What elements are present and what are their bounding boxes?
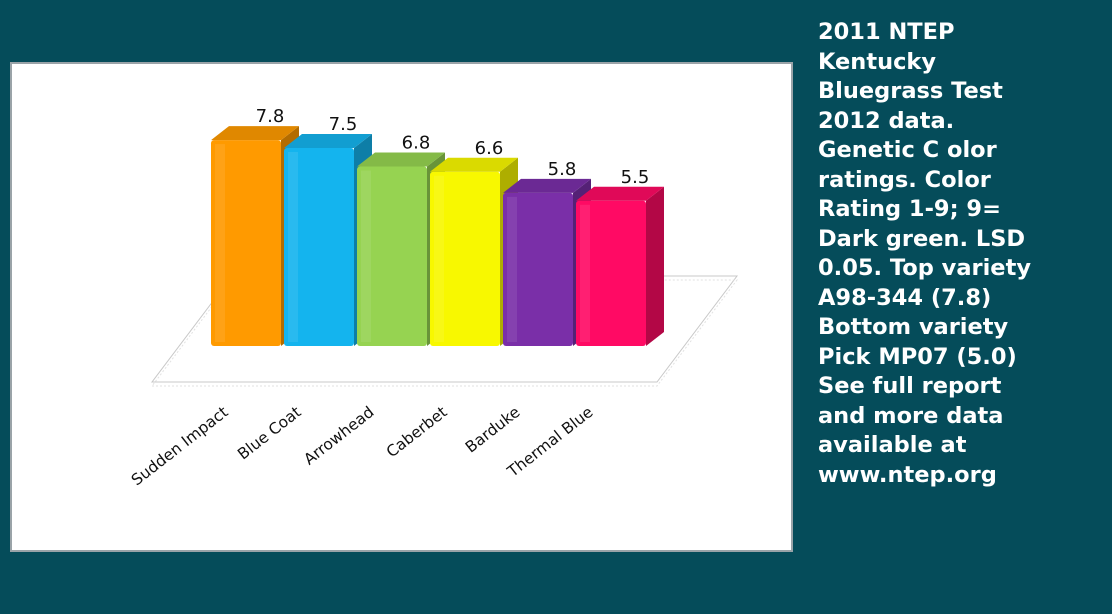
caption-line: See full report	[818, 373, 1002, 399]
bar-highlight	[288, 152, 298, 342]
caption-line: Dark green. LSD	[818, 225, 1026, 252]
caption-line: 0.05. Top variety	[818, 255, 1031, 281]
caption-line: ratings. Color	[818, 166, 991, 193]
value-label: 5.8	[548, 159, 577, 180]
caption-line: and more data	[818, 402, 1004, 429]
bar-top	[284, 134, 372, 148]
caption-line: Bottom variety	[818, 314, 1009, 340]
bar-front	[430, 171, 500, 346]
chart-floor	[150, 275, 739, 387]
value-label: 7.5	[329, 114, 358, 135]
bar-front	[357, 166, 427, 346]
caption-line: Genetic C olor	[818, 137, 997, 163]
floor-shadow	[150, 279, 739, 387]
bar-highlight	[215, 144, 225, 342]
caption-line: Bluegrass Test	[818, 78, 1003, 104]
chart-caption: 2011 NTEP Kentucky Bluegrass Test 2012 data…	[818, 18, 1108, 490]
chart-panel: 7.8 7.5 6.8 6.6 5.8 5.5 Sudden Impact Blue Coa…	[10, 62, 793, 552]
category-label: Sudden Impact	[128, 403, 231, 489]
bar-front	[211, 140, 281, 346]
chart-bars	[211, 126, 664, 346]
value-label: 6.8	[402, 132, 431, 153]
floor-outline	[150, 275, 739, 383]
bar-top	[430, 157, 518, 172]
bar-top	[357, 152, 445, 167]
caption-line: A98-344 (7.8)	[818, 284, 992, 311]
bar-highlight	[434, 175, 444, 342]
caption-line: Pick MP07 (5.0)	[818, 343, 1017, 370]
bar-front	[576, 200, 646, 346]
caption-line: www.ntep.org	[818, 461, 997, 488]
caption-line: 2012 data.	[818, 107, 955, 134]
category-label: Barduke	[462, 403, 523, 456]
category-label: Caberbet	[383, 403, 450, 461]
category-label: Arrowhead	[301, 403, 378, 469]
value-label: 5.5	[621, 167, 650, 188]
bar-chart: 7.8 7.5 6.8 6.6 5.8 5.5 Sudden Impact Blue Coa…	[128, 106, 739, 489]
value-label: 7.8	[256, 106, 285, 127]
bar-top	[503, 178, 591, 193]
bar-front	[503, 192, 573, 346]
bar-top	[211, 126, 299, 141]
value-label: 6.6	[475, 138, 504, 159]
value-labels: 7.8 7.5 6.8 6.6 5.8 5.5	[256, 106, 650, 188]
bar	[576, 186, 664, 346]
caption-line: Rating 1-9; 9=	[818, 196, 1001, 222]
category-label: Blue Coat	[234, 403, 304, 463]
bar-side	[646, 186, 664, 346]
bar-highlight	[580, 204, 590, 342]
caption-line: Kentucky	[818, 48, 937, 75]
bar-highlight	[361, 170, 371, 342]
caption-line: 2011 NTEP	[818, 19, 955, 45]
caption-line: available at	[818, 432, 967, 458]
bar-highlight	[507, 196, 517, 342]
bar-top	[576, 186, 664, 201]
bar-front	[284, 148, 354, 346]
